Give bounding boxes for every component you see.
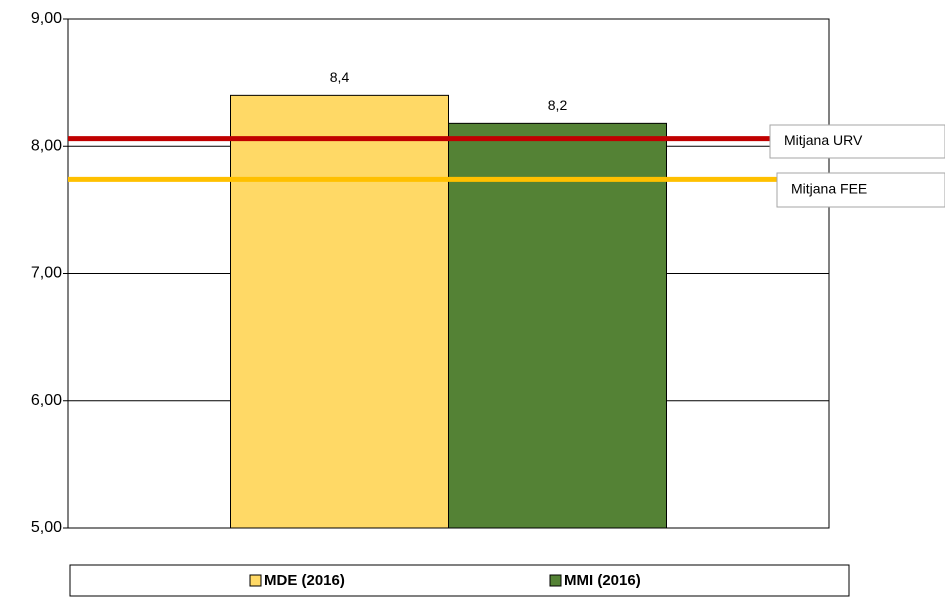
legend-box xyxy=(69,564,850,597)
bar xyxy=(230,94,449,529)
reference-label: Mitjana FEE xyxy=(791,181,867,197)
value-label: 8,2 xyxy=(548,97,568,113)
reference-label: Mitjana URV xyxy=(784,132,863,148)
reference-label-box xyxy=(769,124,945,159)
legend-swatch xyxy=(549,574,562,587)
y-tick-label: 5,00 xyxy=(31,519,62,536)
y-tick-label: 8,00 xyxy=(31,137,62,154)
y-tick-label: 9,00 xyxy=(31,10,62,27)
legend-label: MDE (2016) xyxy=(264,572,345,589)
value-label: 8,4 xyxy=(330,69,350,85)
legend-label: MMI (2016) xyxy=(564,572,641,589)
y-tick-label: 6,00 xyxy=(31,392,62,409)
y-tick-label: 7,00 xyxy=(31,265,62,282)
bar xyxy=(448,122,667,529)
reference-label-box xyxy=(776,172,945,208)
legend-swatch xyxy=(249,574,262,587)
